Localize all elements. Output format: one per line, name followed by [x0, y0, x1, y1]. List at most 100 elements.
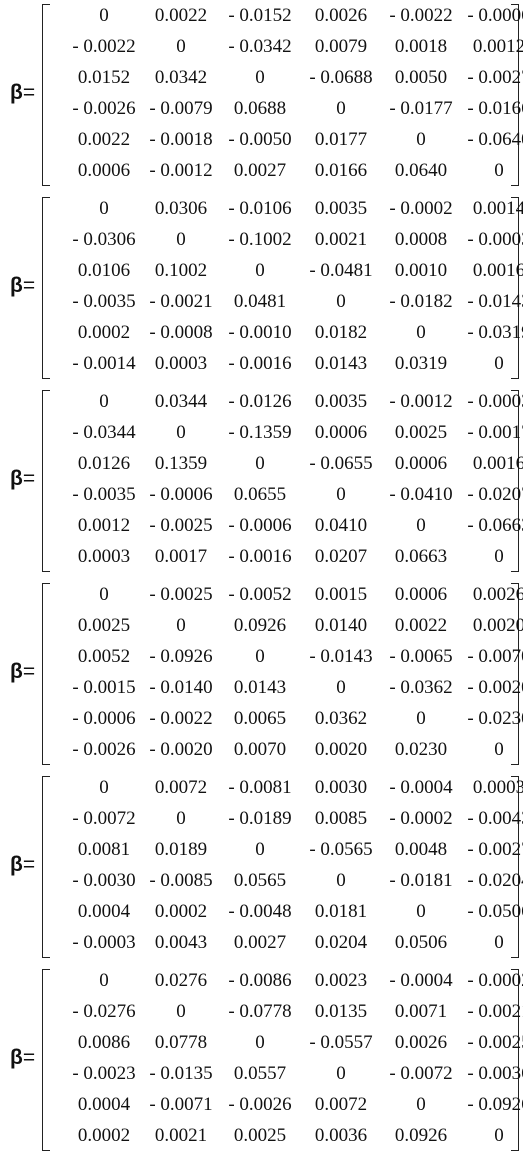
matrix-cell: 0.0079: [314, 36, 368, 57]
matrix-cell: 0.0006: [394, 453, 448, 474]
matrix-row: - 0.0022 0 - 0.0342 0.0079 0.0018 0.0012: [46, 32, 523, 62]
matrix-row: 0.0022 - 0.0018 - 0.0050 0.0177 0 - 0.0640: [46, 125, 523, 155]
equals-sign: =: [22, 660, 36, 683]
matrix-cell: 0.0026: [472, 584, 523, 605]
matrix-row: 0 0.0306 - 0.0106 0.0035 - 0.0002 0.0014: [46, 194, 523, 224]
matrix-cell: - 0.0043: [467, 808, 523, 829]
matrix-cell: - 0.0085: [149, 870, 213, 891]
beta-matrix-2: β= 0 0.0306 - 0.0106 0.0035 - 0.0002 0.0014 - 0…: [0, 193, 523, 383]
matrix-row: 0.0126 0.1359 0 - 0.0655 0.0006 0.0016: [46, 449, 523, 479]
matrix-cell: - 0.0027: [467, 839, 523, 860]
matrix-cell: - 0.0342: [228, 36, 292, 57]
matrix-cell: - 0.0688: [309, 67, 373, 88]
matrix-cell: 0.0015: [314, 584, 368, 605]
matrix-cell: 0.0026: [394, 1032, 448, 1053]
matrix-cell: 0.0306: [154, 198, 208, 219]
matrix-cell: - 0.0008: [149, 322, 213, 343]
left-bracket: [42, 776, 50, 958]
matrix-cell: - 0.0143: [309, 646, 373, 667]
matrix-cell: 0: [494, 160, 504, 181]
matrix-cell: - 0.0016: [228, 546, 292, 567]
matrix-cell: 0.0043: [154, 932, 208, 953]
matrix-cell: - 0.0143: [467, 291, 523, 312]
matrix-cell: - 0.0003: [72, 932, 136, 953]
matrix-cell: - 0.0410: [389, 484, 453, 505]
matrix-cell: 0.0070: [233, 739, 287, 760]
matrix-cell: - 0.0036: [467, 1063, 523, 1084]
matrix-cell: - 0.0081: [228, 777, 292, 798]
right-bracket: [511, 4, 519, 186]
matrix-cell: 0.0003: [472, 777, 523, 798]
matrix-cell: 0.0166: [314, 160, 368, 181]
matrix-cell: - 0.0010: [228, 322, 292, 343]
matrix-cell: 0: [336, 1063, 346, 1084]
matrix-cell: 0: [176, 422, 186, 443]
matrix-cell: 0.0182: [314, 322, 368, 343]
matrix-cell: 0.0050: [394, 67, 448, 88]
matrix-cell: 0.0072: [154, 777, 208, 798]
matrix-cell: 0.0143: [314, 353, 368, 374]
matrix-cell: 0: [494, 546, 504, 567]
matrix-lhs: β=: [10, 1046, 35, 1070]
matrix-row: 0.0025 0 0.0926 0.0140 0.0022 0.0020: [46, 611, 523, 641]
matrix-cell: - 0.0035: [72, 291, 136, 312]
matrix-row: 0.0106 0.1002 0 - 0.0481 0.0010 0.0016: [46, 256, 523, 286]
matrix-row: - 0.0014 0.0003 - 0.0016 0.0143 0.0319 0: [46, 349, 521, 379]
matrix-cell: - 0.0020: [149, 739, 213, 760]
right-bracket: [511, 969, 519, 1151]
matrix-row: 0.0012 - 0.0025 - 0.0006 0.0410 0 - 0.0663: [46, 511, 523, 541]
matrix-cell: 0: [416, 129, 426, 150]
matrix-cell: 0.0565: [233, 870, 287, 891]
matrix-cell: - 0.0012: [149, 160, 213, 181]
matrix-cell: 0.0021: [314, 229, 368, 250]
matrix-cell: 0.0035: [314, 198, 368, 219]
matrix-cell: 0.0152: [77, 67, 131, 88]
matrix-cell: 0.0181: [314, 901, 368, 922]
matrix-row: - 0.0276 0 - 0.0778 0.0135 0.0071 - 0.0021: [46, 997, 523, 1027]
matrix-cell: 0.0030: [314, 777, 368, 798]
matrix-cell: 0.0026: [314, 5, 368, 26]
matrix-cell: - 0.0276: [72, 1001, 136, 1022]
matrix-cell: - 0.0016: [228, 353, 292, 374]
matrix-cell: - 0.0025: [149, 515, 213, 536]
matrix-cell: 0: [336, 291, 346, 312]
matrix-cell: 0.0086: [77, 1032, 131, 1053]
matrix-row: - 0.0072 0 - 0.0189 0.0085 - 0.0002 - 0.0043: [46, 804, 523, 834]
matrix-cell: 0.0342: [154, 67, 208, 88]
right-bracket: [511, 583, 519, 765]
matrix-cell: 0.0022: [154, 5, 208, 26]
matrix-cell: 0: [416, 901, 426, 922]
matrix-cell: - 0.0014: [72, 353, 136, 374]
matrix-row: - 0.0026 - 0.0020 0.0070 0.0020 0.0230 0: [46, 735, 521, 765]
matrix-row: 0.0152 0.0342 0 - 0.0688 0.0050 - 0.0027: [46, 63, 523, 93]
matrix-cell: - 0.1002: [228, 229, 292, 250]
matrix-cell: 0.0020: [472, 615, 523, 636]
matrix-cell: 0: [99, 970, 109, 991]
matrix-row: - 0.0026 - 0.0079 0.0688 0 - 0.0177 - 0.0166: [46, 94, 523, 124]
matrix-cell: - 0.0006: [149, 484, 213, 505]
matrix-cell: - 0.0021: [467, 1001, 523, 1022]
matrix-cell: 0.0006: [314, 422, 368, 443]
matrix-row: 0.0086 0.0778 0 - 0.0557 0.0026 - 0.0025: [46, 1028, 523, 1058]
matrix-cell: - 0.0926: [149, 646, 213, 667]
matrix-cell: 0.0640: [394, 160, 448, 181]
matrix-row: - 0.0344 0 - 0.1359 0.0006 0.0025 - 0.0017: [46, 418, 523, 448]
matrix-cell: 0.0362: [314, 708, 368, 729]
matrix-cell: 0.0010: [394, 260, 448, 281]
matrix-cell: - 0.0002: [467, 970, 523, 991]
matrix-cell: 0.0035: [314, 391, 368, 412]
matrix-cell: - 0.0035: [72, 484, 136, 505]
matrix-cell: - 0.0026: [72, 739, 136, 760]
matrix-cell: 0.0022: [394, 615, 448, 636]
matrix-cell: - 0.0106: [228, 198, 292, 219]
equals-sign: =: [22, 467, 36, 490]
matrix-cell: - 0.0306: [72, 229, 136, 250]
matrix-row: 0 - 0.0025 - 0.0052 0.0015 0.0006 0.0026: [46, 580, 523, 610]
matrix-cell: 0.0135: [314, 1001, 368, 1022]
matrix-cell: - 0.0126: [228, 391, 292, 412]
matrix-cell: 0.0663: [394, 546, 448, 567]
matrix-cell: - 0.0557: [309, 1032, 373, 1053]
matrix-row: - 0.0030 - 0.0085 0.0565 0 - 0.0181 - 0.0204: [46, 866, 523, 896]
matrix-cell: 0.0017: [154, 546, 208, 567]
matrix-cell: - 0.0018: [149, 129, 213, 150]
